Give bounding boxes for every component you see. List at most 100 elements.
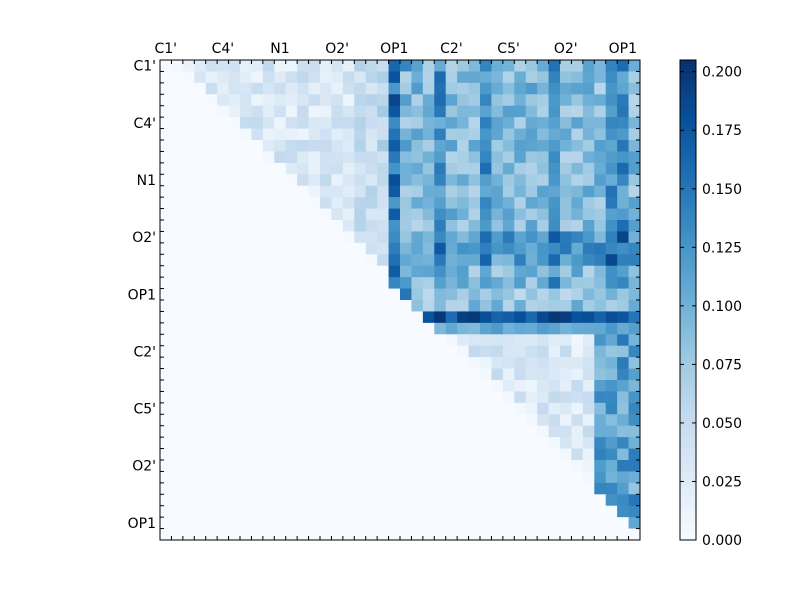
heatmap-cell xyxy=(617,82,629,95)
heatmap-cell xyxy=(445,528,458,541)
heatmap-cell xyxy=(628,242,641,255)
heatmap-cell xyxy=(525,231,538,244)
heatmap-cell xyxy=(308,357,321,369)
heatmap-cell xyxy=(560,231,572,244)
heatmap-cell xyxy=(160,334,172,347)
heatmap-cell xyxy=(354,494,367,507)
heatmap-cell xyxy=(297,471,309,484)
heatmap-cell xyxy=(285,334,298,347)
heatmap-cell xyxy=(582,517,595,529)
heatmap-cell xyxy=(605,517,618,529)
heatmap-cell xyxy=(205,300,218,312)
heatmap-cell xyxy=(205,345,218,358)
heatmap-cell xyxy=(422,140,435,152)
heatmap-cell xyxy=(548,402,561,415)
heatmap-cell xyxy=(331,117,344,129)
heatmap-cell xyxy=(537,380,549,392)
heatmap-cell xyxy=(160,71,172,84)
heatmap-cell xyxy=(411,82,424,95)
heatmap-cell xyxy=(320,265,332,278)
heatmap-cell xyxy=(388,277,401,289)
heatmap-cell xyxy=(422,60,435,72)
heatmap-cell xyxy=(468,151,481,164)
heatmap-cell xyxy=(342,471,355,484)
heatmap-cell xyxy=(171,448,184,461)
heatmap-cell xyxy=(457,254,469,267)
heatmap-cell xyxy=(537,345,549,358)
heatmap-cell xyxy=(468,345,481,358)
heatmap-cell xyxy=(228,517,241,529)
heatmap-cell xyxy=(388,60,401,72)
heatmap-cell xyxy=(205,402,218,415)
heatmap-cell xyxy=(365,117,378,129)
heatmap-cell xyxy=(525,494,538,507)
heatmap-cell xyxy=(205,231,218,244)
heatmap-cell xyxy=(377,334,389,347)
heatmap-cell xyxy=(582,460,595,472)
heatmap-cell xyxy=(171,517,184,529)
heatmap-cell xyxy=(354,414,367,427)
heatmap-cell xyxy=(308,414,321,427)
heatmap-cell xyxy=(582,197,595,209)
heatmap-cell xyxy=(560,151,572,164)
heatmap-cell xyxy=(365,220,378,232)
heatmap-cell xyxy=(262,471,275,484)
heatmap-cell xyxy=(457,300,469,312)
heatmap-cell xyxy=(445,254,458,267)
heatmap-cell xyxy=(537,471,549,484)
heatmap-cell xyxy=(480,505,492,518)
heatmap-cell xyxy=(365,482,378,495)
heatmap-cell xyxy=(308,277,321,289)
heatmap-cell xyxy=(297,505,309,518)
heatmap-cell xyxy=(422,265,435,278)
heatmap-cell xyxy=(491,368,504,381)
heatmap-cell xyxy=(182,528,195,541)
heatmap-cell xyxy=(605,174,618,187)
y-tick-label: O2' xyxy=(132,459,156,475)
heatmap-cell xyxy=(274,334,287,347)
heatmap-cell xyxy=(582,71,595,84)
heatmap-cell xyxy=(434,334,447,347)
heatmap-cell xyxy=(628,425,641,438)
heatmap-cell xyxy=(171,231,184,244)
heatmap-cell xyxy=(217,82,229,95)
heatmap-cell xyxy=(548,197,561,209)
heatmap-cell xyxy=(560,82,572,95)
heatmap-cell xyxy=(605,357,618,369)
heatmap-cell xyxy=(365,140,378,152)
heatmap-cell xyxy=(377,185,389,198)
heatmap-cell xyxy=(525,185,538,198)
heatmap-cell xyxy=(480,391,492,404)
heatmap-cell xyxy=(400,162,412,175)
heatmap-cell xyxy=(251,140,264,152)
heatmap-cell xyxy=(548,277,561,289)
heatmap-cell xyxy=(342,368,355,381)
heatmap-cell xyxy=(274,174,287,187)
heatmap-cell xyxy=(365,494,378,507)
heatmap-cell xyxy=(514,345,527,358)
heatmap-cell xyxy=(182,117,195,129)
heatmap-cell xyxy=(217,334,229,347)
heatmap-cell xyxy=(480,71,492,84)
heatmap-cell xyxy=(502,254,515,267)
heatmap-cell xyxy=(400,528,412,541)
heatmap-cell xyxy=(571,60,584,72)
heatmap-cell xyxy=(400,437,412,449)
heatmap-cell xyxy=(194,471,207,484)
heatmap-cell xyxy=(377,345,389,358)
heatmap-cell xyxy=(594,494,607,507)
heatmap-cell xyxy=(365,174,378,187)
heatmap-cell xyxy=(297,254,309,267)
heatmap-cell xyxy=(297,105,309,118)
heatmap-cell xyxy=(262,94,275,107)
heatmap-cell xyxy=(205,174,218,187)
heatmap-cell xyxy=(605,82,618,95)
heatmap-cell xyxy=(354,128,367,141)
heatmap-cell xyxy=(194,380,207,392)
heatmap-cell xyxy=(251,528,264,541)
heatmap-cell xyxy=(571,322,584,335)
heatmap-cell xyxy=(331,517,344,529)
heatmap-cell xyxy=(434,482,447,495)
heatmap-cell xyxy=(525,437,538,449)
